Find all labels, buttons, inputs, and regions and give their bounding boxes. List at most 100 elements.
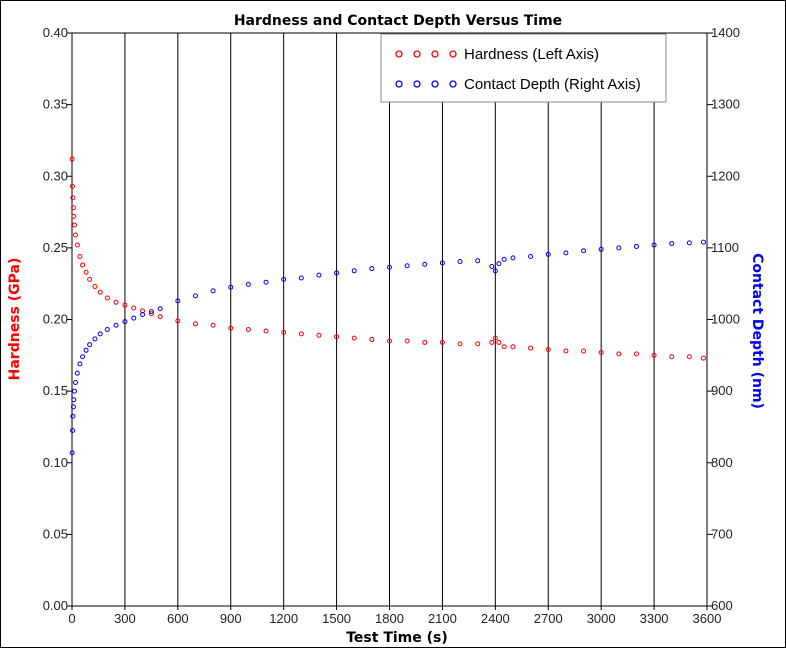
contact-depth-point [439,260,445,266]
legend-markers-contact-depth [395,80,457,88]
contact-depth-point [616,245,622,251]
y-left-tick-label: 0.35 [43,97,68,112]
grid-lines [124,33,655,606]
hardness-point [686,354,692,360]
y-left-tick-label: 0.25 [43,240,68,255]
x-tick-label: 600 [167,611,189,626]
legend: Hardness (Left Axis) Contact Depth (Righ… [380,33,667,103]
x-tick-label: 2400 [481,611,510,626]
hardness-point [83,269,89,275]
contact-depth-point [113,322,119,328]
y-left-tick-label: 0.05 [43,526,68,541]
y-right-tick-label: 1400 [711,25,740,40]
hardness-point [369,337,375,343]
series-hardness [69,156,706,361]
contact-depth-point [700,239,706,245]
hardness-point [175,318,181,324]
y-left-tick-label: 0.10 [43,455,68,470]
contact-depth-point [210,288,216,294]
hardness-point [563,348,569,354]
x-tick-label: 300 [114,611,136,626]
legend-marker [413,50,421,58]
x-tick-label: 3300 [640,611,669,626]
x-axis-label: Test Time (s) [346,630,448,646]
contact-depth-point [245,281,251,287]
x-tick-label: 1800 [375,611,404,626]
contact-depth-point [192,293,198,299]
hardness-point [457,341,463,347]
hardness-point [71,222,77,228]
hardness-point [475,341,481,347]
x-tick-label: 0 [68,611,75,626]
contact-depth-point [73,380,79,386]
hardness-point [422,339,428,345]
contact-depth-point [334,270,340,276]
hardness-point [700,355,706,361]
contact-depth-point [74,370,80,376]
contact-depth-point [87,342,93,348]
contact-depth-point [633,243,639,249]
hardness-point [651,352,657,358]
contact-depth-point [457,258,463,264]
y-left-tick-label: 0.30 [43,168,68,183]
legend-label-hardness: Hardness (Left Axis) [464,46,599,63]
hardness-point [69,156,75,162]
hardness-point [528,345,534,351]
hardness-point [263,328,269,334]
contact-depth-point [492,268,498,274]
contact-depth-point [387,264,392,270]
legend-marker [449,80,457,88]
hardness-point [633,351,639,357]
legend-marker [395,50,403,58]
hardness-point [510,344,516,350]
y-left-tick-label: 0.40 [43,25,68,40]
contact-depth-point [131,315,137,321]
y-right-tick-label: 1000 [711,312,740,327]
hardness-point [192,321,198,327]
contact-depth-point [70,413,76,419]
hardness-point [598,349,604,355]
series-layer [69,156,706,456]
hardness-point [496,339,502,345]
x-tick-label: 1200 [269,611,298,626]
contact-depth-point [157,306,163,312]
hardness-point [581,348,587,354]
hardness-point [92,284,98,290]
contact-depth-point [263,279,269,285]
hardness-point [70,205,76,211]
contact-depth-point [69,450,75,456]
hardness-point [387,338,392,344]
contact-depth-point [598,246,604,252]
hardness-point [80,262,86,268]
legend-marker [413,80,421,88]
hardness-point [104,295,110,301]
contact-depth-point [351,268,357,274]
x-tick-label: 2100 [428,611,457,626]
contact-depth-point [281,276,287,282]
axis-ticks: 0 300 600 900 1200 1500 1800 2100 2400 2700 3000 33… [43,25,740,626]
hardness-point [113,299,119,305]
contact-depth-point [686,240,692,246]
hardness-point [77,253,83,259]
contact-depth-point [501,256,507,262]
contact-depth-point [71,388,77,394]
contact-depth-point [140,311,146,317]
y-left-tick-label: 0.20 [43,312,68,327]
hardness-point [298,331,304,337]
contact-depth-point [563,250,569,256]
hardness-point [351,335,357,341]
y-right-tick-label: 1200 [711,168,740,183]
legend-marker [431,50,439,58]
hardness-point [131,305,137,311]
y-axis-right-label: Contact Depth (nm) [749,253,765,409]
hardness-point [334,334,340,340]
x-tick-label: 2700 [534,611,563,626]
y-left-tick-label: 0.00 [43,598,68,613]
hardness-point [97,289,103,295]
hardness-point [74,242,80,248]
hardness-point [316,332,322,338]
y-axis-left-label: Hardness (GPa) [7,258,23,381]
legend-marker [449,50,457,58]
hardness-point [70,183,76,189]
contact-depth-point [316,272,322,278]
